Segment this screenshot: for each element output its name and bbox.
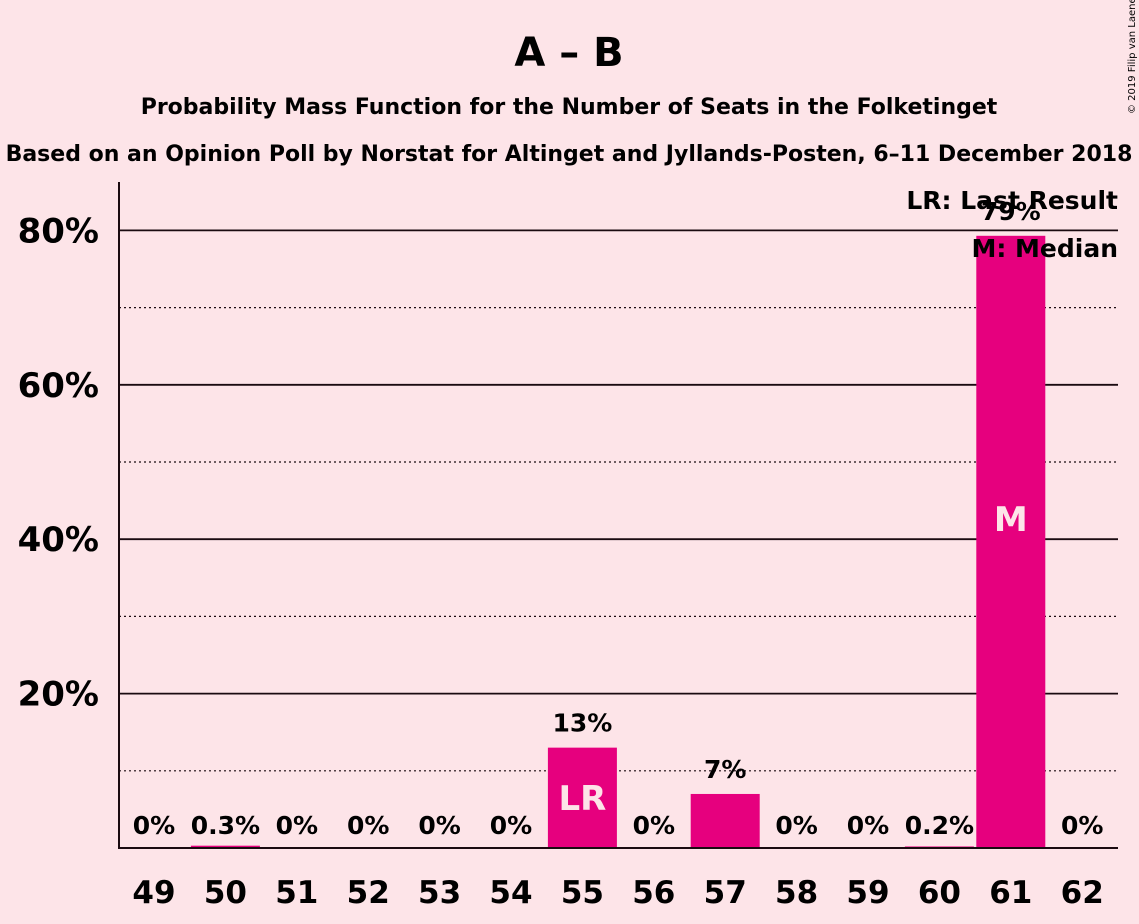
bar-seat-57 xyxy=(690,793,760,848)
bar-seat-55 xyxy=(547,747,617,848)
x-tick-label-seat-51: 51 xyxy=(275,875,318,911)
x-tick-label-seat-56: 56 xyxy=(632,875,675,911)
x-tick-label-seat-60: 60 xyxy=(918,875,961,911)
value-label-seat-62: 0% xyxy=(1061,811,1103,840)
bar-seat-61 xyxy=(976,235,1046,848)
chart-subtitle: Probability Mass Function for the Number… xyxy=(141,95,998,120)
value-label-seat-54: 0% xyxy=(490,811,532,840)
chart-title: A – B xyxy=(514,30,623,76)
bar-seat-50 xyxy=(190,845,260,848)
value-label-seat-55: 13% xyxy=(552,709,612,738)
value-label-seat-61: 79% xyxy=(981,197,1041,226)
copyright-text: © 2019 Filip van Laenen xyxy=(1127,0,1138,114)
value-label-seat-60: 0.2% xyxy=(905,811,974,840)
gridlines xyxy=(119,229,1118,772)
y-tick-label: 40% xyxy=(18,520,99,560)
chart-subtitle-poll: Based on an Opinion Poll by Norstat for … xyxy=(6,142,1133,167)
x-tick-label-seat-61: 61 xyxy=(989,875,1032,911)
value-label-seat-49: 0% xyxy=(133,811,175,840)
value-label-seat-52: 0% xyxy=(347,811,389,840)
x-axis-ticks: 49 50 51 52 53 54 55 56 57 58 59 60 61 62 xyxy=(132,875,1103,911)
x-tick-label-seat-54: 54 xyxy=(489,875,532,911)
value-label-seat-59: 0% xyxy=(847,811,889,840)
legend-entry: LR: Last Result xyxy=(906,186,1118,215)
legend-entry: M: Median xyxy=(971,234,1118,263)
bar-inner-label-55: LR xyxy=(558,779,606,819)
y-tick-label: 80% xyxy=(18,211,99,251)
y-tick-label: 60% xyxy=(18,366,99,406)
value-label-seat-50: 0.3% xyxy=(191,811,260,840)
value-label-seat-53: 0% xyxy=(418,811,460,840)
x-tick-label-seat-58: 58 xyxy=(775,875,818,911)
bar-inner-label-61: M xyxy=(994,500,1028,540)
x-tick-label-seat-53: 53 xyxy=(418,875,461,911)
x-tick-label-seat-49: 49 xyxy=(132,875,175,911)
x-tick-label-seat-50: 50 xyxy=(204,875,247,911)
x-tick-label-seat-52: 52 xyxy=(347,875,390,911)
legend: LR: Last Result M: Median xyxy=(906,186,1118,263)
x-tick-label-seat-62: 62 xyxy=(1061,875,1104,911)
x-tick-label-seat-57: 57 xyxy=(704,875,747,911)
value-label-seat-57: 7% xyxy=(704,755,746,784)
x-tick-label-seat-55: 55 xyxy=(561,875,604,911)
value-label-seat-58: 0% xyxy=(775,811,817,840)
value-label-seat-56: 0% xyxy=(633,811,675,840)
x-tick-label-seat-59: 59 xyxy=(846,875,889,911)
y-tick-label: 20% xyxy=(18,675,99,715)
y-axis-ticks: 20% 40% 60% 80% xyxy=(18,211,99,714)
value-label-seat-51: 0% xyxy=(276,811,318,840)
bars: 0% 0.3% 0% 0% 0% 0% 13% LR 0% 7% 0% 0% 0.2% 79% M 0% xyxy=(133,197,1103,848)
